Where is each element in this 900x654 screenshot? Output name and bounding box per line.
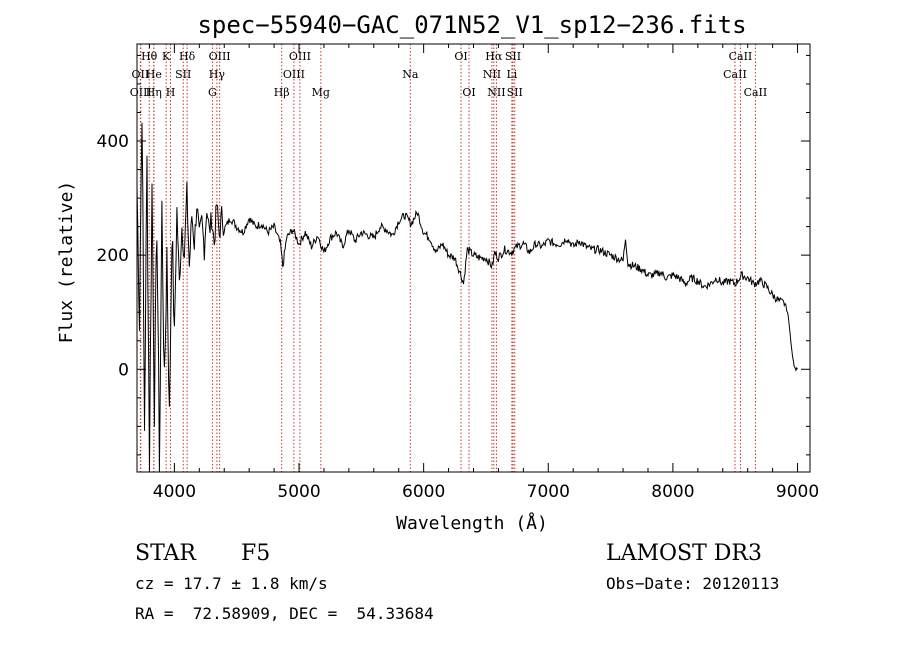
x-tick-label: 7000 bbox=[527, 482, 570, 502]
spectral-line-label: OII bbox=[132, 68, 150, 81]
spectral-line-label: NII bbox=[487, 86, 505, 99]
spectral-line-label: SII bbox=[505, 50, 521, 63]
spectral-line-label: OI bbox=[454, 50, 467, 63]
x-tick-label: 5000 bbox=[277, 482, 320, 502]
spectral-line-label: He bbox=[146, 68, 162, 81]
spectral-line-label: Hα bbox=[485, 50, 503, 63]
flux-line bbox=[136, 122, 798, 473]
spectral-line-label: NII bbox=[483, 68, 501, 81]
spectral-line-label: Hβ bbox=[274, 86, 290, 99]
spectral-line-label: G bbox=[208, 86, 217, 99]
spectral-line-label: CaII bbox=[744, 86, 768, 99]
y-axis-label: Flux (relative) bbox=[56, 181, 77, 344]
spectral-line-label: CaII bbox=[723, 68, 747, 81]
spectral-line-label: Hθ bbox=[141, 50, 158, 63]
spectral-line-label: Na bbox=[402, 68, 419, 81]
spectral-line-label: Hδ bbox=[179, 50, 196, 63]
chart-title: spec−55940−GAC_071N52_V1_sp12−236.fits bbox=[197, 11, 746, 39]
spectral-line-label: Mg bbox=[312, 86, 330, 99]
x-tick-label: 8000 bbox=[651, 482, 694, 502]
x-tick-label: 6000 bbox=[402, 482, 445, 502]
spectral-line-label: Li bbox=[506, 68, 517, 81]
redshift-readout: cz = 17.7 ± 1.8 km/s bbox=[135, 574, 328, 593]
spectral-line-label: Hη bbox=[146, 86, 162, 99]
spectral-line-label: OIII bbox=[209, 50, 231, 63]
coordinates-readout: RA = 72.58909, DEC = 54.33684 bbox=[135, 604, 434, 623]
x-tick-label: 4000 bbox=[153, 482, 196, 502]
x-tick-label: 9000 bbox=[776, 482, 819, 502]
spectral-line-label: CaII bbox=[729, 50, 753, 63]
spectral-line-label: H bbox=[166, 86, 176, 99]
y-tick-label: 400 bbox=[97, 132, 129, 152]
flux-series bbox=[136, 122, 798, 473]
x-axis-label: Wavelength (Å) bbox=[396, 512, 548, 534]
plot-frame bbox=[136, 43, 811, 473]
y-tick-label: 0 bbox=[118, 360, 129, 380]
x-axis: 4000 5000 6000 7000 8000 9000 bbox=[148, 44, 819, 502]
spectral-line-label: SII bbox=[175, 68, 191, 81]
spectral-line-label: Hγ bbox=[209, 68, 226, 81]
spectral-line-label: OI bbox=[462, 86, 475, 99]
spectral-line-label: OIII bbox=[289, 50, 311, 63]
spectral-line-label: OIII bbox=[283, 68, 305, 81]
spectral-line-label: OIII bbox=[130, 86, 152, 99]
object-type: STAR bbox=[135, 541, 197, 566]
obs-date: Obs−Date: 20120113 bbox=[606, 574, 779, 593]
y-tick-label: 200 bbox=[97, 246, 129, 266]
y-axis: 0 200 400 bbox=[97, 54, 810, 456]
spectral-line-label: K bbox=[162, 50, 171, 63]
spectral-class: F5 bbox=[241, 541, 270, 566]
spectral-line-labels: Hθ OII OIII He Hη K SII H Hδ OIII Hγ G Hβ OIII OIII Mg N… bbox=[130, 50, 768, 99]
spectral-line-label: SII bbox=[507, 86, 523, 99]
survey-name: LAMOST DR3 bbox=[606, 541, 762, 566]
spectral-line-markers bbox=[139, 44, 756, 472]
